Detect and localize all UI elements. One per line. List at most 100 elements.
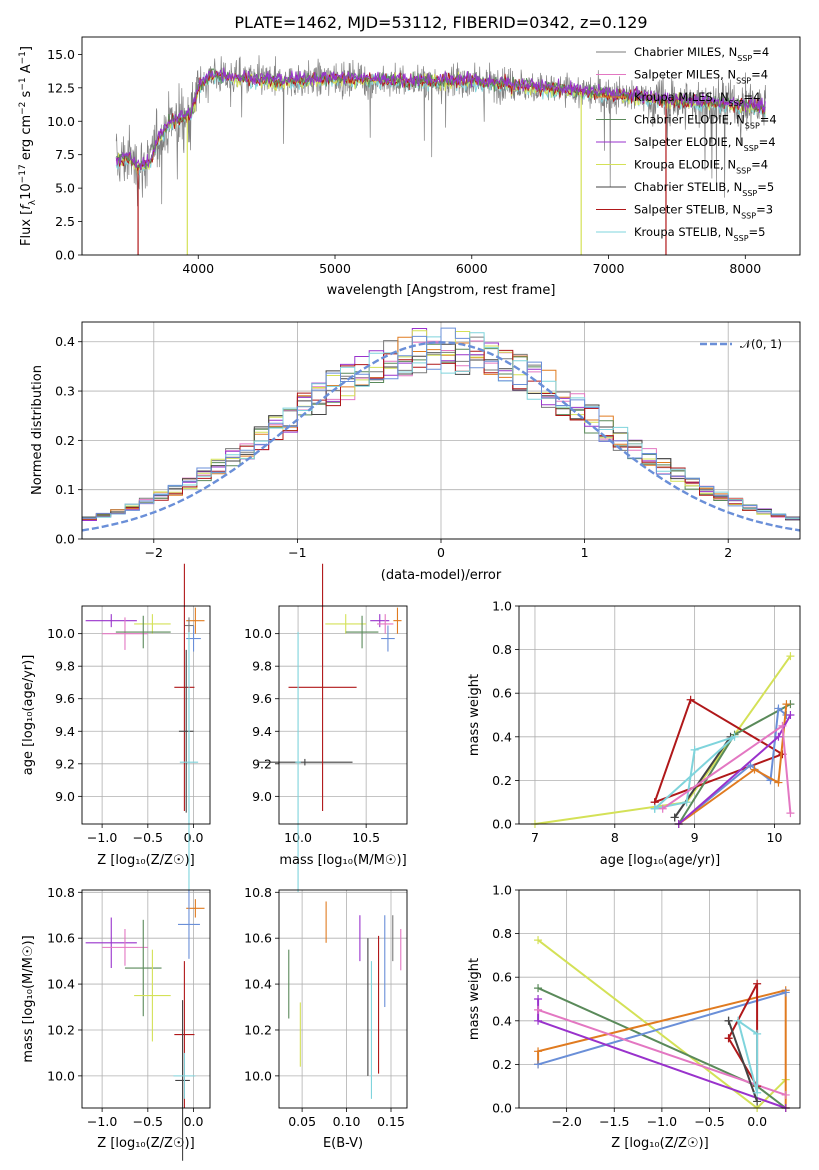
- massweight-marker: [724, 1016, 733, 1025]
- massweight-marker: [786, 652, 795, 661]
- x-tick-label: −0.5: [694, 1114, 724, 1129]
- massweight-marker: [534, 995, 543, 1003]
- y-tick-label: 0.0: [55, 248, 75, 263]
- legend-label: Kroupa STELIB, NSSP=5: [634, 225, 765, 243]
- x-tick-label: −1.0: [87, 1114, 117, 1129]
- y-tick-label: 0.4: [492, 1013, 512, 1028]
- x-tick-label: 0: [437, 545, 445, 560]
- x-tick-label: 0.0: [184, 1114, 204, 1129]
- massEbv-xlabel: E(B-V): [323, 1136, 363, 1151]
- plot-area: [85, 563, 205, 893]
- y-tick-label: 0.2: [55, 433, 75, 448]
- y-tick-label: 9.0: [252, 789, 272, 804]
- residual-xlabel: (data-model)/error: [381, 568, 502, 583]
- y-tick-label: 0.2: [492, 773, 512, 788]
- massweight-marker: [534, 1047, 543, 1056]
- legend-label: Salpeter MILES, NSSP=4: [634, 68, 768, 86]
- mwZ-ylabel: mass weight: [467, 958, 482, 1040]
- axes-spectrum: 4000 5000 6000 7000 8000 0.0 2.5 5.0 7.5 10.0 12.5…: [47, 36, 801, 276]
- x-tick-label: −1.5: [599, 1114, 629, 1129]
- massweight-marker: [690, 745, 699, 754]
- legend-label: Salpeter ELODIE, NSSP=4: [634, 135, 776, 153]
- y-tick-label: 0.8: [492, 926, 512, 941]
- y-tick-label: 7.5: [55, 147, 75, 162]
- massweight-marker: [786, 809, 795, 818]
- y-tick-label: 9.6: [55, 691, 75, 706]
- massZ-ylabel: mass [log₁₀(M/M☉)]: [21, 935, 36, 1062]
- x-tick-label: −2.0: [551, 1114, 581, 1129]
- massweight-marker: [686, 695, 695, 704]
- x-tick-label: −2: [145, 545, 163, 560]
- massweight-marker: [534, 936, 543, 945]
- massweight-marker: [781, 988, 790, 997]
- y-tick-label: 10.4: [244, 977, 272, 992]
- axes-massweight_vs_Z: −2.0 −1.5 −1.0 −0.5 0.0 0.0 0.2 0.4 0.6 0.8 1.0: [492, 883, 801, 1129]
- y-tick-label: 0.1: [55, 482, 75, 497]
- axes-frame: [81, 889, 211, 1109]
- y-tick-label: 10.4: [47, 977, 75, 992]
- axes-frame: [81, 605, 211, 825]
- normal-curve: [81, 341, 801, 532]
- axes-frame: [278, 889, 408, 1109]
- axes-mass_vs_ebv: 0.05 0.10 0.15 10.0 10.2 10.4 10.6 10.8: [244, 885, 408, 1129]
- massweight-marker: [658, 804, 667, 813]
- x-tick-label: 7000: [593, 261, 625, 276]
- x-tick-label: −1.0: [647, 1114, 677, 1129]
- x-tick-label: −0.5: [133, 830, 163, 845]
- x-tick-label: 1: [581, 545, 589, 560]
- legend-label: Chabrier MILES, NSSP=4: [634, 45, 769, 63]
- x-tick-label: 2: [724, 545, 732, 560]
- y-tick-label: 9.4: [252, 724, 272, 739]
- legend-label: 𝒩(0, 1): [740, 337, 782, 351]
- plot-area: [530, 652, 795, 828]
- spectrum-ylabel: Flux [fλ10−17 erg cm−2 s−1 A−1]: [18, 46, 38, 246]
- massweight-marker: [724, 1034, 733, 1043]
- ageZ-xlabel: Z [log₁₀(Z/Z☉)]: [97, 853, 194, 868]
- axes-residuals: −2 −1 0 1 2 0.0 0.1 0.2 0.3 0.4: [55, 321, 801, 560]
- axes-massweight_vs_age: 7 8 9 10 0.0 0.2 0.4 0.6 0.8 1.0: [492, 599, 801, 845]
- y-tick-label: 0.8: [492, 642, 512, 657]
- y-tick-label: 0.0: [492, 1101, 512, 1116]
- x-tick-label: 0.05: [288, 1114, 316, 1129]
- spectrum-title: PLATE=1462, MJD=53112, FIBERID=0342, z=0…: [234, 13, 647, 32]
- massweight-line: [537, 1008, 787, 1096]
- x-tick-label: 0.0: [747, 1114, 767, 1129]
- x-tick-label: 7: [531, 830, 539, 845]
- plot-area: [81, 327, 801, 539]
- y-tick-label: 10.6: [244, 931, 272, 946]
- massweight-marker: [774, 732, 783, 741]
- axes-frame: [518, 889, 801, 1109]
- massweight-line: [737, 1019, 759, 1093]
- massweight-marker: [753, 1088, 762, 1097]
- massweight-marker: [534, 1016, 543, 1025]
- massweight-line: [537, 991, 786, 1066]
- y-tick-label: 10.0: [244, 1068, 272, 1083]
- y-tick-label: 0.3: [55, 384, 75, 399]
- y-tick-label: 9.6: [252, 691, 272, 706]
- massweight-marker: [734, 1016, 743, 1025]
- x-tick-label: −1.0: [87, 830, 117, 845]
- y-tick-label: 10.0: [47, 114, 75, 129]
- x-tick-label: 10: [767, 830, 783, 845]
- massweight-line: [678, 703, 788, 825]
- legend-label: Chabrier STELIB, NSSP=5: [634, 180, 774, 198]
- x-tick-label: 0.10: [333, 1114, 361, 1129]
- axes-age_vs_Z: −1.0 −0.5 0.0 9.0 9.2 9.4 9.6 9.8 10.0: [47, 563, 211, 893]
- massweight-marker: [774, 704, 783, 713]
- y-tick-label: 0.4: [55, 334, 75, 349]
- axes-frame: [81, 36, 801, 256]
- legend-label: Kroupa ELODIE, NSSP=4: [634, 158, 768, 176]
- massweight-marker: [750, 765, 759, 774]
- y-tick-label: 9.8: [252, 659, 272, 674]
- y-tick-label: 0.0: [492, 817, 512, 832]
- axes-mass_vs_Z: −1.0 −0.5 0.0 10.0 10.2 10.4 10.6 10.8: [47, 885, 211, 1161]
- massweight-line: [653, 698, 785, 804]
- histogram-step: [81, 327, 800, 539]
- massZ-xlabel: Z [log₁₀(Z/Z☉)]: [97, 1136, 194, 1151]
- y-tick-label: 10.6: [47, 931, 75, 946]
- y-tick-label: 0.6: [492, 970, 512, 985]
- massweight-marker: [753, 1097, 762, 1106]
- x-tick-label: 8000: [729, 261, 761, 276]
- y-tick-label: 10.0: [47, 1068, 75, 1083]
- plot-area: [257, 563, 402, 893]
